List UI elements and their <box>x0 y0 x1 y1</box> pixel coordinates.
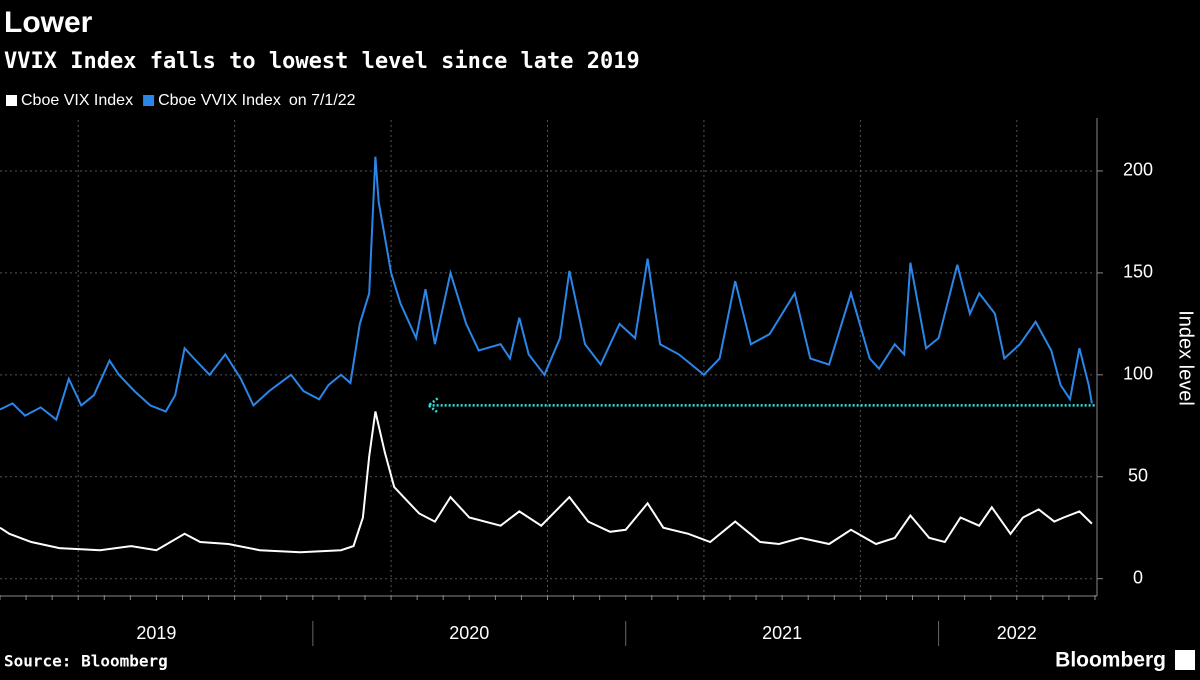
legend-swatch <box>6 95 17 106</box>
x-tick-label: 2020 <box>449 623 489 643</box>
y-tick-label: 50 <box>1128 466 1148 486</box>
chart-title: Lower <box>4 6 93 39</box>
chart-subtitle: VVIX Index falls to lowest level since l… <box>4 49 640 74</box>
x-tick-label: 2019 <box>136 623 176 643</box>
brand: Bloomberg <box>1055 649 1166 672</box>
y-tick-label: 150 <box>1123 262 1153 282</box>
y-axis-label: Index level <box>1175 310 1197 406</box>
series-line <box>0 411 1093 554</box>
legend-label: Cboe VVIX Index <box>158 92 281 109</box>
brand-icon <box>1175 650 1195 670</box>
y-tick-label: 100 <box>1123 364 1153 384</box>
series-line <box>0 156 1093 422</box>
legend-swatch <box>143 95 155 106</box>
y-tick-label: 200 <box>1123 160 1153 180</box>
source: Source: Bloomberg <box>4 652 168 671</box>
legend-note: on 7/1/22 <box>289 92 356 109</box>
y-tick-label: 0 <box>1133 567 1143 587</box>
x-tick-label: 2021 <box>762 623 802 643</box>
x-tick-label: 2022 <box>997 623 1037 643</box>
legend-label: Cboe VIX Index <box>21 92 133 109</box>
